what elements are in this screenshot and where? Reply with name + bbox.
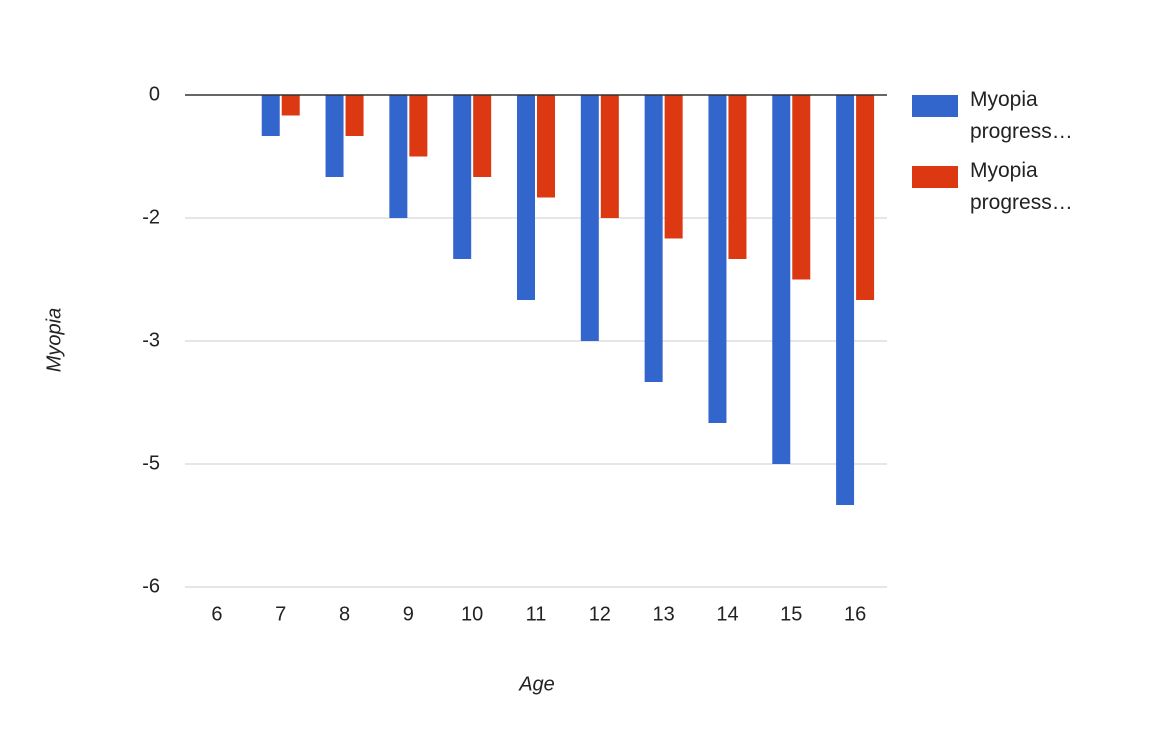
bar	[409, 95, 428, 157]
bar	[836, 95, 855, 505]
x-tick-label: 9	[403, 603, 414, 625]
x-tick-label: 6	[211, 603, 222, 625]
bar	[517, 95, 535, 300]
legend-swatch	[912, 166, 958, 188]
bar	[345, 95, 364, 136]
x-tick-label: 12	[589, 603, 611, 625]
bar	[580, 95, 599, 341]
y-tick-label: -5	[142, 452, 160, 474]
y-tick-label: -2	[142, 206, 160, 228]
bar	[453, 95, 472, 259]
x-tick-label: 8	[339, 603, 350, 625]
bar	[728, 95, 747, 259]
bar	[537, 95, 555, 198]
bar	[644, 95, 663, 382]
bars	[261, 95, 875, 505]
bar	[389, 95, 408, 218]
x-tick-label: 10	[461, 603, 483, 625]
x-tick-label: 13	[653, 603, 675, 625]
bar	[664, 95, 683, 239]
legend-label: Myopia progress…	[970, 159, 1073, 214]
y-tick-label: -6	[142, 575, 160, 597]
x-tick-label: 14	[716, 603, 738, 625]
grid	[185, 217, 887, 588]
bar	[325, 95, 344, 177]
bar	[600, 95, 619, 218]
bar	[772, 95, 791, 464]
legend-label: Myopia progress…	[970, 88, 1073, 143]
bar	[856, 95, 875, 300]
bar	[473, 95, 492, 177]
x-tick-label: 15	[780, 603, 802, 625]
bar	[261, 95, 280, 136]
legend-swatch	[912, 95, 958, 117]
bar	[281, 95, 300, 116]
x-axis-title: Age	[518, 673, 555, 695]
y-tick-label: 0	[149, 83, 160, 105]
y-tick-label: -3	[142, 329, 160, 351]
x-tick-label: 7	[275, 603, 286, 625]
y-axis-title: Myopia	[43, 308, 65, 372]
bar	[792, 95, 811, 280]
bar	[708, 95, 727, 423]
x-tick-label: 11	[526, 603, 547, 625]
x-tick-label: 16	[844, 603, 866, 625]
